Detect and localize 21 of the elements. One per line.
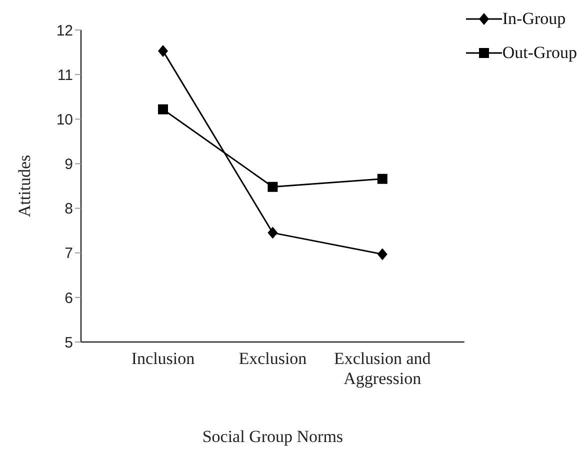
- y-tick-label: 6: [64, 290, 73, 307]
- x-tick-label: Inclusion: [131, 349, 196, 368]
- y-tick-label: 10: [56, 111, 73, 128]
- y-tick-label: 5: [64, 334, 73, 352]
- point: [158, 104, 168, 114]
- x-axis-title: Social Group Norms: [202, 427, 344, 446]
- y-tick-label: 7: [64, 245, 73, 262]
- legend-label: Out-Group: [502, 43, 577, 63]
- point: [268, 182, 278, 192]
- y-tick-label: 8: [64, 200, 73, 218]
- point: [268, 226, 278, 239]
- x-tick-label: Exclusion and Aggression: [334, 349, 432, 388]
- point: [377, 248, 388, 260]
- x-tick-label: Exclusion: [238, 349, 308, 368]
- legend-label: In-Group: [502, 9, 566, 29]
- point: [158, 44, 168, 57]
- y-tick-label: 9: [64, 156, 73, 174]
- point: [377, 174, 388, 184]
- y-tick-label: 11: [57, 66, 73, 84]
- y-axis-title: Attitudes: [15, 154, 34, 218]
- y-tick-label: 12: [56, 22, 73, 40]
